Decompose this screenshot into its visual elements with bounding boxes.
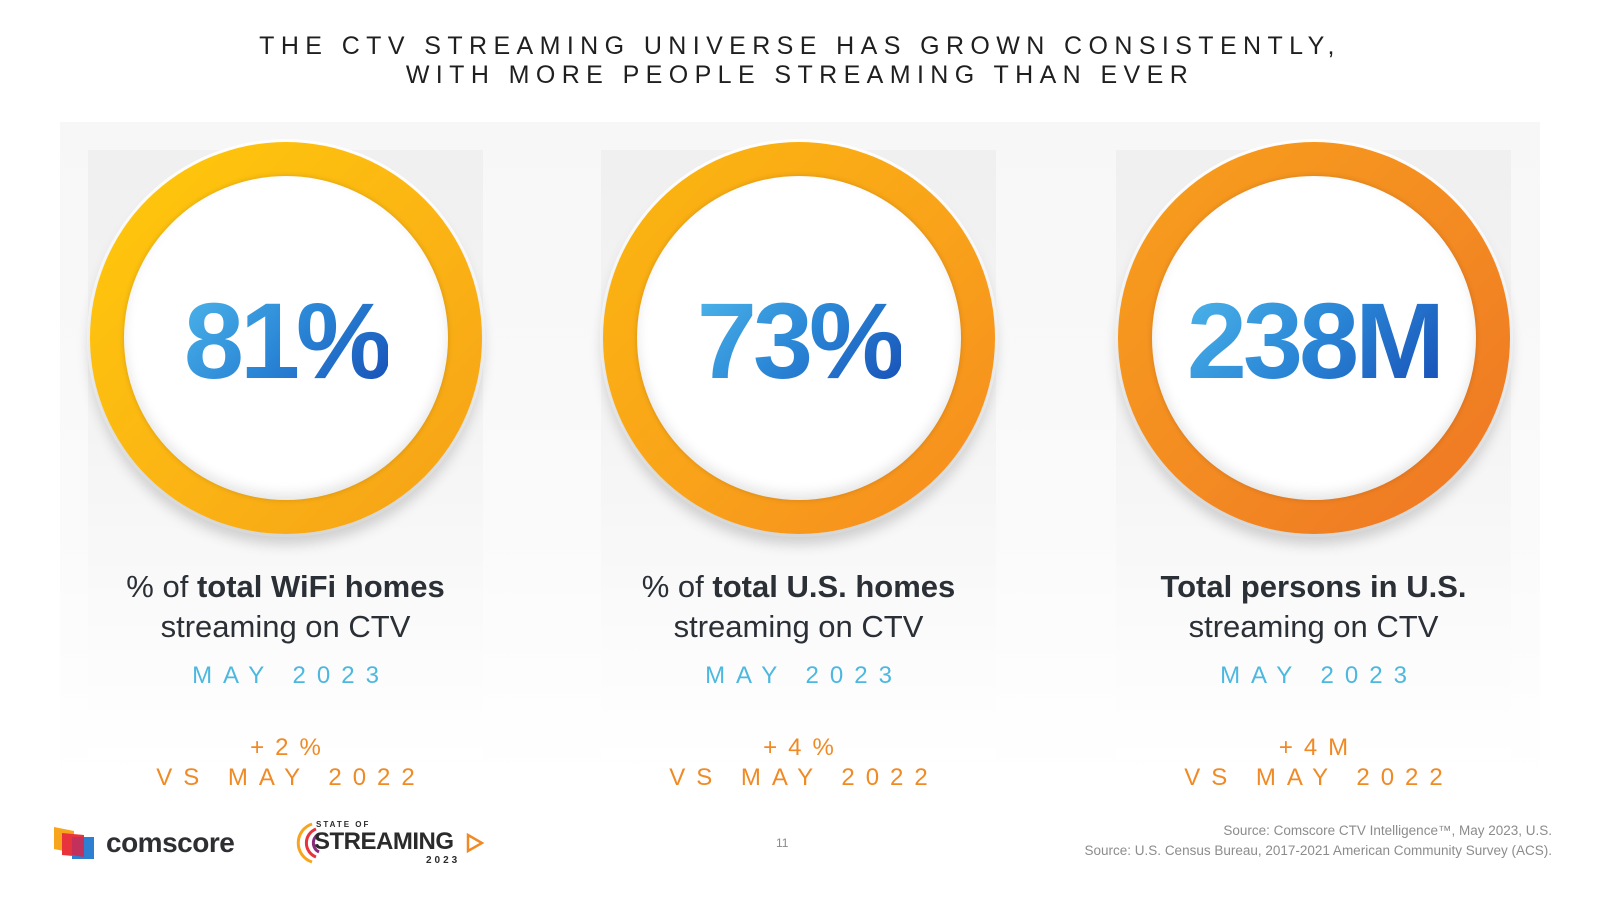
sos-top-text: STATE OF: [316, 820, 371, 829]
stat-date: MAY 2023: [705, 662, 903, 689]
slide-title-line-2: WITH MORE PEOPLE STREAMING THAN EVER: [405, 61, 1195, 89]
stat-date: MAY 2023: [1220, 662, 1418, 689]
stat-description: % of total WiFi homes streaming on CTV: [88, 567, 483, 647]
stat-description-line-2: streaming on CTV: [673, 609, 924, 644]
sos-main-text: STREAMING: [314, 828, 454, 855]
stat-description-line-2: streaming on CTV: [160, 609, 411, 644]
stat-description-bold: total U.S. homes: [712, 569, 956, 604]
stat-change: +4%: [763, 734, 845, 761]
stat-description-line-2: streaming on CTV: [1188, 609, 1439, 644]
comscore-wordmark: comscore: [106, 827, 235, 858]
stat-card-us-persons: 238M Total persons in U.S. streaming on …: [1116, 142, 1511, 791]
stat-value: 238M: [1186, 280, 1445, 401]
stat-description: % of total U.S. homes streaming on CTV: [601, 567, 996, 647]
state-of-streaming-logo: STATE OF STREAMING 2023: [290, 818, 490, 870]
sos-year-text: 2023: [426, 855, 461, 866]
stat-value: 81%: [183, 280, 392, 401]
stat-card-wifi-homes: 81% % of total WiFi homes streaming on C…: [88, 142, 483, 791]
comscore-logo: comscore: [52, 823, 235, 863]
play-triangle-icon: [466, 833, 484, 853]
stat-change-label: VS MAY 2022: [156, 764, 426, 791]
stat-ring: 238M: [1118, 142, 1510, 534]
source-notes: Source: Comscore CTV Intelligence™, May …: [1085, 821, 1552, 861]
stat-change: +4M: [1278, 734, 1360, 761]
stat-description-prefix: % of: [641, 569, 713, 604]
stat-description-bold: total WiFi homes: [196, 569, 445, 604]
stat-circle: 238M: [1152, 176, 1476, 500]
slide-title-line-1: THE CTV STREAMING UNIVERSE HAS GROWN CON…: [259, 32, 1341, 60]
stat-value: 73%: [696, 280, 905, 401]
source-line-2: Source: U.S. Census Bureau, 2017-2021 Am…: [1084, 843, 1552, 858]
stat-circle: 81%: [124, 176, 448, 500]
stat-change-label: VS MAY 2022: [1184, 764, 1454, 791]
source-line-1: Source: Comscore CTV Intelligence™, May …: [1223, 823, 1552, 838]
stat-card-us-homes: 73% % of total U.S. homes streaming on C…: [601, 142, 996, 791]
comscore-mark-icon: [54, 827, 94, 859]
stat-description: Total persons in U.S. streaming on CTV: [1116, 567, 1511, 647]
stat-circle: 73%: [637, 176, 961, 500]
stat-change-label: VS MAY 2022: [669, 764, 939, 791]
stat-description-bold: Total persons in U.S.: [1160, 569, 1467, 604]
stat-ring: 81%: [90, 142, 482, 534]
streaming-arcs-icon: [296, 822, 320, 864]
page-number: 11: [776, 836, 789, 850]
stat-date: MAY 2023: [192, 662, 390, 689]
stat-ring: 73%: [603, 142, 995, 534]
slide-title: THE CTV STREAMING UNIVERSE HAS GROWN CON…: [0, 32, 1600, 90]
stat-description-prefix: % of: [126, 569, 197, 604]
stat-change: +2%: [250, 734, 332, 761]
